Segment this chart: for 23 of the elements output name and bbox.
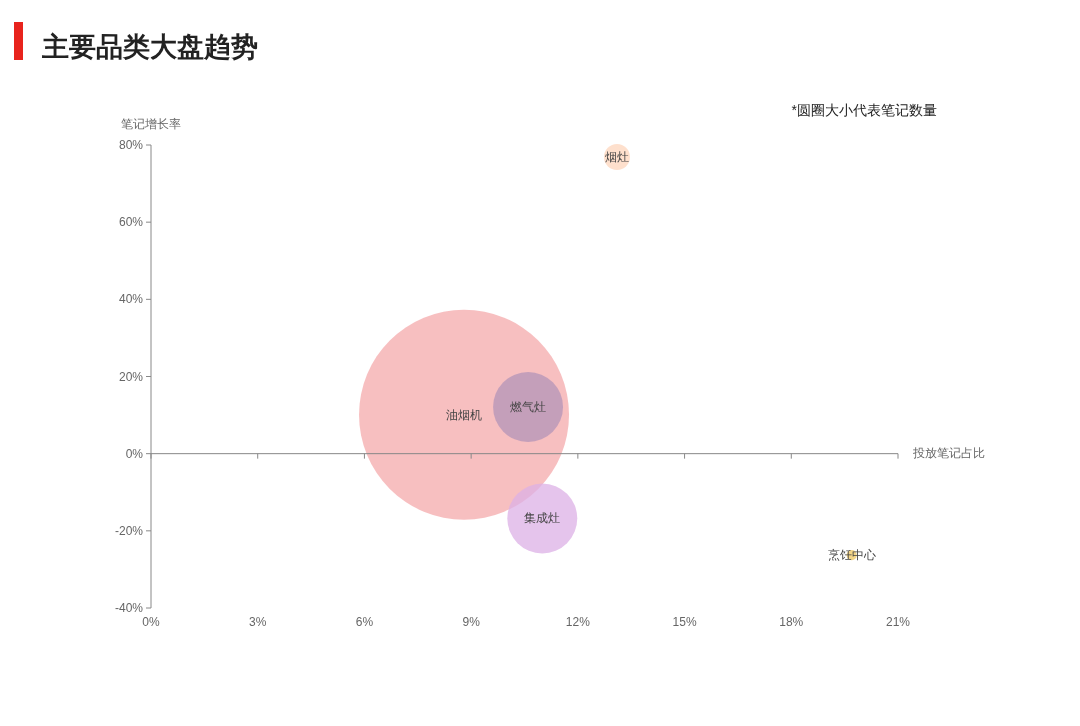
x-tick-label: 9%	[462, 615, 481, 629]
x-tick-label: 15%	[672, 615, 697, 629]
y-tick-label: 80%	[118, 138, 144, 152]
y-axis-title: 笔记增长率	[121, 117, 181, 131]
y-tick-label: 0%	[125, 446, 144, 461]
x-tick-label: 0%	[142, 615, 160, 629]
text: *圆圈大小代表笔记数量	[791, 102, 937, 118]
series-label: 燃气灶	[510, 399, 547, 414]
x-tick-label: 12%	[565, 615, 591, 629]
y-tick-label: 60%	[118, 215, 144, 230]
x-axis-title: 投放笔记占比	[912, 445, 985, 460]
x-tick-label: 18%	[779, 615, 804, 629]
series-label: 集成灶	[524, 511, 561, 526]
y-tick-label: 40%	[118, 292, 144, 307]
x-tick-label: 3%	[249, 615, 267, 629]
y-tick-label: 20%	[118, 369, 144, 384]
y-tick-label: -20%	[114, 523, 144, 538]
series-label: 油烟机	[446, 407, 483, 422]
x-tick-label: 21%	[885, 615, 911, 629]
series-label: 烟灶	[604, 149, 629, 164]
chart-title: 主要品类大盘趋势	[41, 32, 258, 62]
x-tick-label: 6%	[355, 615, 374, 629]
y-tick-label: -40%	[114, 601, 144, 615]
